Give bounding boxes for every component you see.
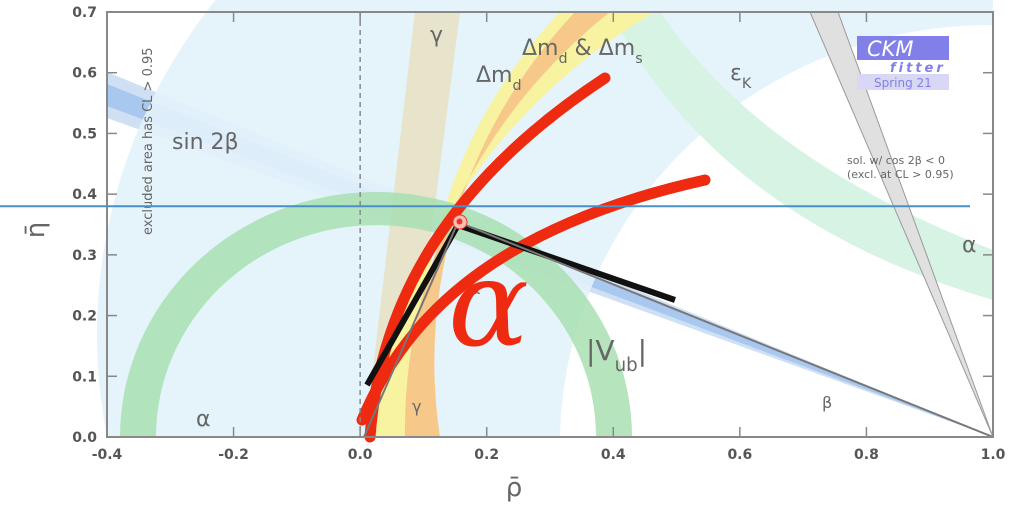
subscript: d [558, 51, 567, 67]
text: α [470, 279, 481, 298]
bands [97, 0, 994, 443]
label: (excl. at CL > 0.95) [847, 168, 954, 181]
text: |V [586, 334, 615, 367]
label: α [962, 233, 977, 258]
annotations: γ Δmd & Δms Δmd εK sin 2β excluded area … [141, 23, 977, 432]
label: γ [430, 23, 443, 48]
text: Spring 21 [874, 76, 932, 90]
text: excluded area has CL > 0.95 [141, 47, 156, 235]
text: γ [430, 23, 443, 48]
label: excluded area has CL > 0.95 [141, 47, 156, 235]
text: γ [412, 397, 421, 416]
text: α [448, 235, 529, 374]
big-alpha: α [448, 235, 529, 374]
epsk-band [610, 12, 993, 300]
x-tick-label: 0.4 [601, 447, 626, 463]
text: & Δm [568, 36, 636, 61]
label: εK [730, 61, 752, 92]
text: CKM [867, 37, 914, 61]
logo-text: CKM [867, 37, 914, 61]
label: sin 2β [172, 130, 239, 155]
label: β [822, 393, 832, 412]
y-tick-label: 0.6 [72, 66, 97, 82]
x-tick-label: 0.2 [474, 447, 499, 463]
subscript: K [742, 76, 752, 92]
y-tick-label: 0.2 [72, 309, 97, 325]
text: | [638, 334, 647, 367]
apex-marker [456, 218, 463, 225]
x-tick-label: 1.0 [981, 447, 1006, 463]
label: α [470, 279, 481, 298]
text: sol. w/ cos 2β < 0 [847, 154, 945, 167]
text: fitter [890, 61, 946, 76]
label: α [196, 407, 211, 432]
text: Δm [476, 63, 512, 88]
x-tick-label: 0.8 [854, 447, 879, 463]
frame [106, 11, 994, 438]
label: sol. w/ cos 2β < 0 [847, 154, 945, 167]
logo-text: Spring 21 [874, 76, 932, 90]
x-tick-label: -0.4 [92, 447, 123, 463]
dmd-band [404, 12, 610, 437]
text: (excl. at CL > 0.95) [847, 168, 954, 181]
text: α [196, 407, 211, 432]
logo-box [857, 74, 949, 90]
y-axis-label: η̄ [21, 222, 51, 238]
x-axis-label: ρ̄ [506, 473, 523, 503]
text: sin 2β [172, 130, 239, 155]
label: γ [412, 397, 421, 416]
text: α [962, 233, 977, 258]
subscript: ub [615, 355, 638, 376]
y-tick-label: 0.3 [72, 248, 97, 264]
alpha-band [97, 0, 993, 437]
y-tick-label: 0.0 [72, 430, 97, 446]
text: β [822, 393, 832, 412]
label: Δmd [476, 63, 522, 94]
x-tick-label: 0.6 [727, 447, 752, 463]
y-tick-label: 0.5 [72, 126, 97, 142]
label: |Vub| [586, 334, 647, 376]
subscript: d [512, 78, 521, 94]
y-tick-label: 0.7 [72, 5, 97, 21]
label: Δmd & Δms [522, 36, 643, 67]
alpha-curve [356, 174, 711, 426]
subscript: s [635, 51, 642, 67]
logo-box [857, 36, 949, 60]
x-tick-label: -0.2 [218, 447, 249, 463]
text: Δm [522, 36, 558, 61]
logo-text: fitter [890, 61, 946, 76]
y-tick-label: 0.4 [72, 187, 97, 203]
text: ε [730, 61, 742, 86]
x-tick-label: 0.0 [348, 447, 373, 463]
y-tick-label: 0.1 [72, 369, 97, 385]
